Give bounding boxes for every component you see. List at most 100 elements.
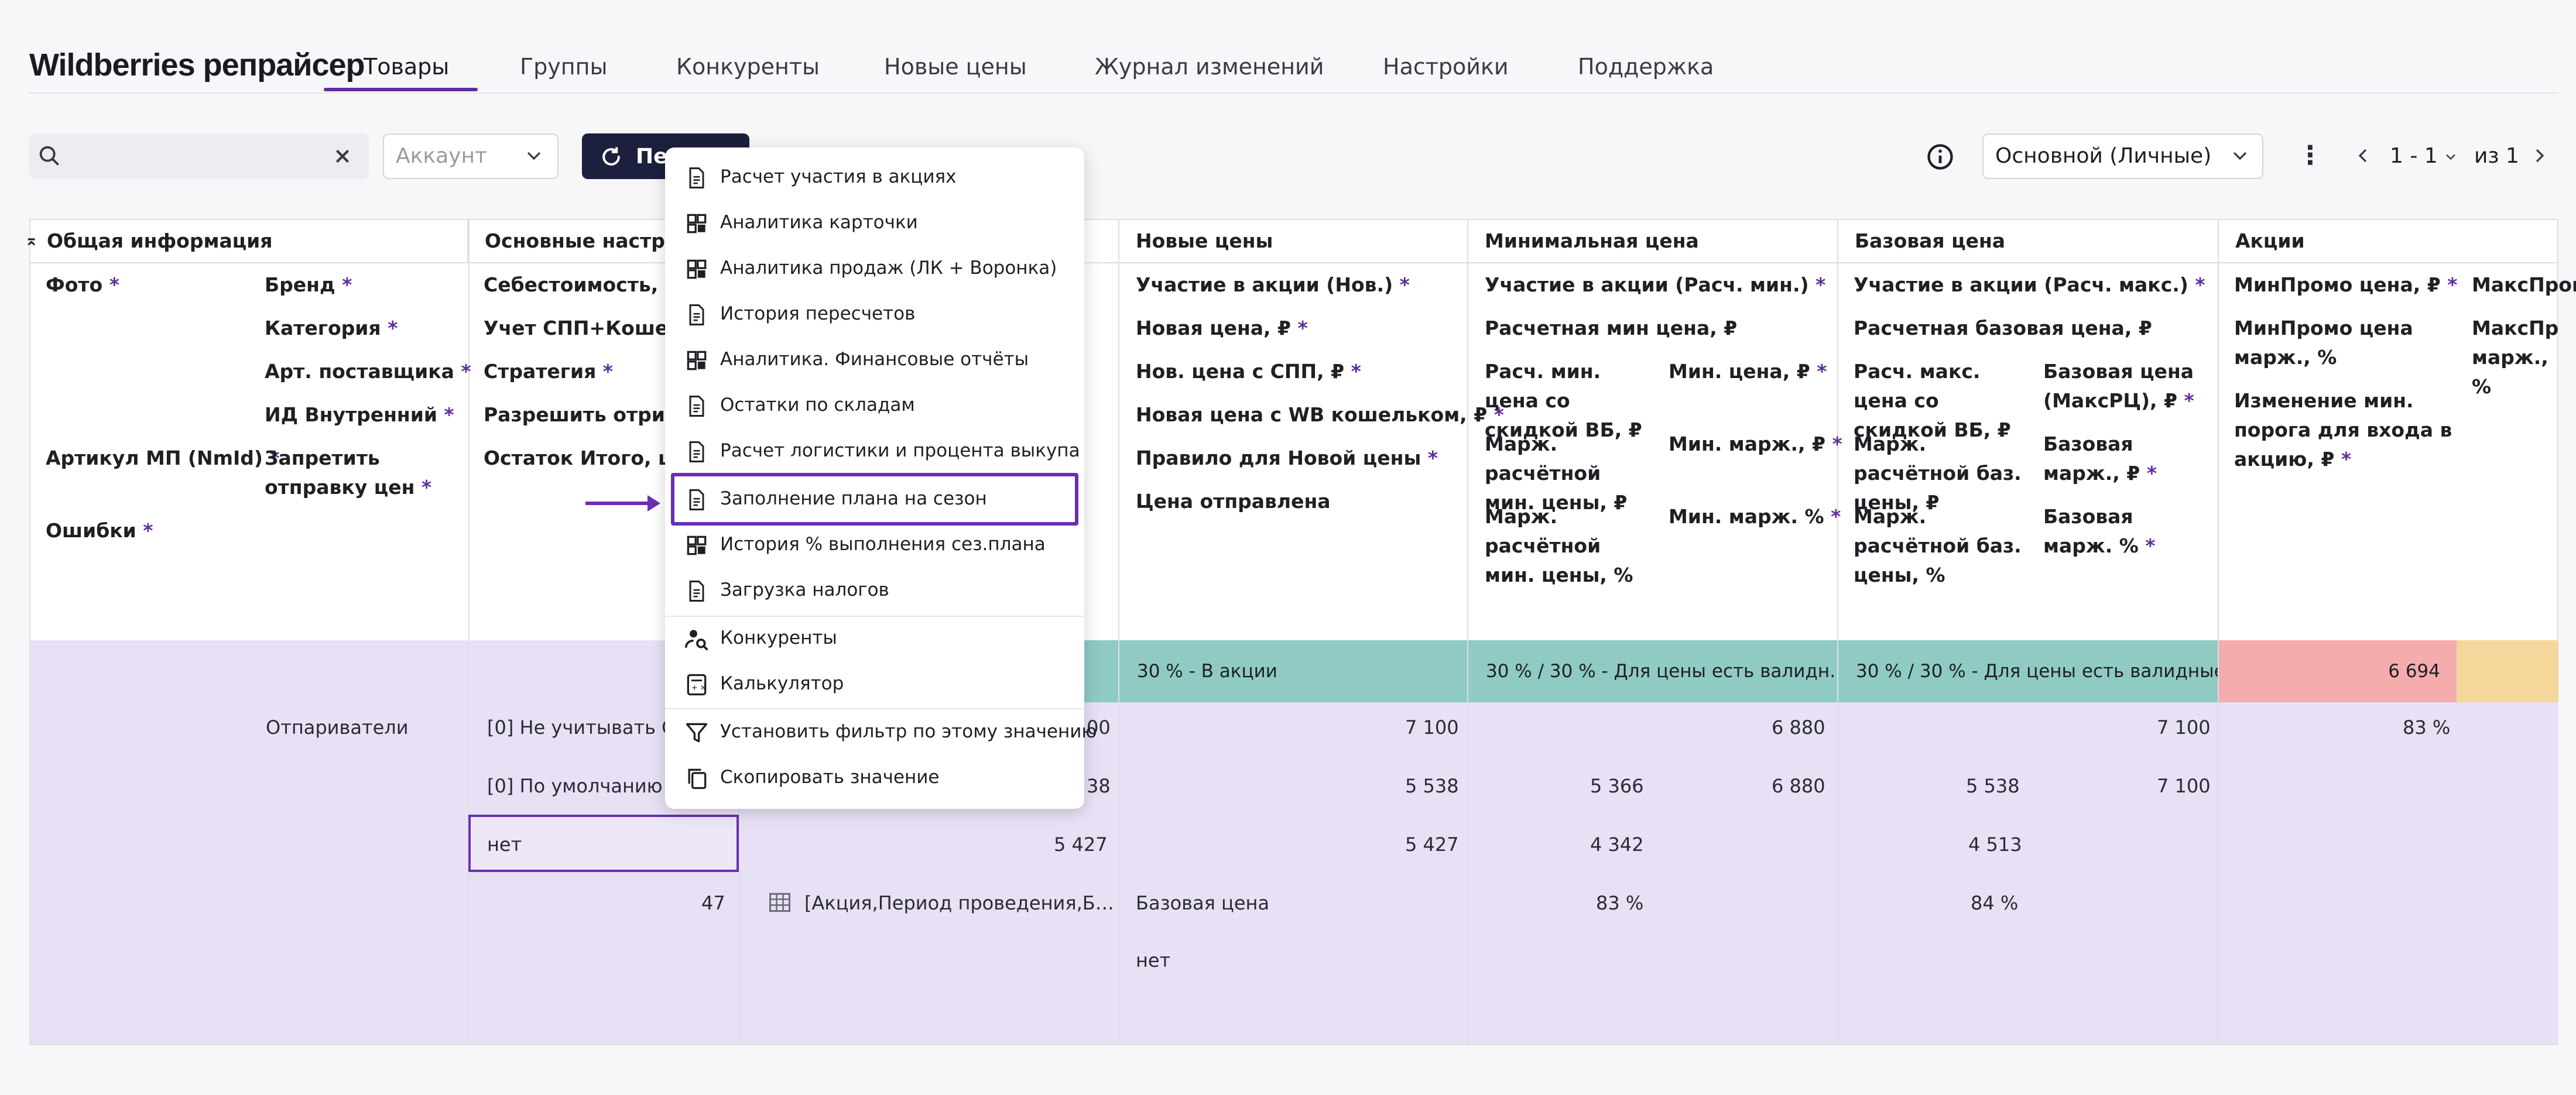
header-internal-id: ИД Внутренний * bbox=[265, 403, 454, 426]
clear-icon[interactable] bbox=[329, 143, 356, 170]
col-divider bbox=[468, 219, 470, 1045]
page-range[interactable]: 1 - 1 bbox=[2390, 144, 2438, 168]
menu-item-warehouse-stock[interactable]: Остатки по складам bbox=[684, 383, 1082, 428]
menu-item-competitors[interactable]: Конкуренты bbox=[684, 616, 1082, 661]
account-select[interactable] bbox=[383, 133, 559, 179]
header-min-margin-pct: Мин. марж. % * bbox=[1669, 505, 1841, 528]
more-options-icon[interactable]: ⋮ bbox=[2297, 140, 2323, 170]
cell-promo-link[interactable]: [Акция,Период проведения,Б… bbox=[804, 892, 1114, 914]
menu-item-season-plan[interactable]: Заполнение плана на сезон bbox=[684, 476, 1082, 522]
menu-item-card-analytics[interactable]: Аналитика карточки bbox=[684, 200, 1082, 246]
col-divider bbox=[2218, 219, 2219, 1045]
info-icon[interactable] bbox=[1925, 142, 1955, 172]
menu-item-recalc-history[interactable]: История пересчетов bbox=[684, 291, 1082, 337]
search-input[interactable] bbox=[29, 133, 369, 179]
document-icon bbox=[689, 441, 704, 462]
cell-calc-max-discount[interactable]: 5 538 bbox=[1966, 775, 2020, 797]
cell-margin-base-pct[interactable]: 84 % bbox=[1971, 892, 2019, 914]
menu-item-set-filter[interactable]: Установить фильтр по этому значению bbox=[684, 709, 1097, 755]
menu-item-promo-calc[interactable]: Расчет участия в акциях bbox=[684, 155, 1082, 200]
cell-margin-calc-pct[interactable]: 83 % bbox=[1596, 892, 1644, 914]
header-calc-base: Расчетная базовая цена, ₽ bbox=[1854, 317, 2152, 339]
cell-base-max[interactable]: 7 100 bbox=[2157, 775, 2211, 797]
document-icon bbox=[689, 396, 704, 417]
cell-min-price[interactable]: 6 880 bbox=[1772, 716, 1825, 739]
tab-products[interactable]: Товары bbox=[364, 54, 450, 80]
minpromo-cell[interactable]: 6 694 bbox=[2219, 640, 2457, 702]
menu-item-calculator[interactable]: + × Калькулятор bbox=[684, 661, 1082, 707]
table-row[interactable] bbox=[30, 640, 2558, 1044]
cell-brand[interactable]: Отпариватели bbox=[266, 716, 409, 739]
tab-support[interactable]: Поддержка bbox=[1578, 54, 1714, 80]
chevron-down-icon[interactable] bbox=[2443, 149, 2459, 165]
base-status-cell[interactable]: 30 % / 30 % - Для цены есть валидные… bbox=[1838, 640, 2219, 702]
chevron-left-icon[interactable] bbox=[2351, 143, 2375, 169]
header-calc-min-discount: Расч. мин. цена со скидкой ВБ, ₽ bbox=[1485, 360, 1642, 441]
cell-margin-base[interactable]: 4 513 bbox=[1968, 833, 2022, 856]
tab-groups[interactable]: Группы bbox=[520, 54, 608, 80]
cell-new-price-spp[interactable]: 5 538 bbox=[1405, 775, 1459, 797]
menu-divider bbox=[665, 708, 1084, 709]
menu-item-logistics-calc[interactable]: Расчет логистики и процента выкупа bbox=[684, 428, 1082, 474]
cell-stock[interactable]: 47 bbox=[701, 892, 725, 914]
dashboard-icon bbox=[687, 351, 707, 370]
cell-calc-min-discount[interactable]: 5 366 bbox=[1590, 775, 1644, 797]
group-general: ⌅ Общая информация bbox=[25, 219, 468, 263]
header-price-sent: Цена отправлена bbox=[1136, 490, 1331, 513]
menu-item-season-plan-history[interactable]: История % выполнения сез.плана bbox=[684, 522, 1082, 568]
header-new-price-wb: Новая цена с WB кошельком, ₽ * bbox=[1136, 403, 1504, 426]
cell-cost-partial[interactable]: 00 bbox=[1087, 716, 1111, 739]
recalc-label: Пе bbox=[636, 145, 668, 169]
cell-strategy[interactable]: [0] По умолчанию bbox=[487, 775, 663, 797]
chevron-down-icon bbox=[2233, 152, 2247, 160]
calculator-icon: + × bbox=[687, 674, 707, 696]
cell-min-price-2[interactable]: 6 880 bbox=[1772, 775, 1825, 797]
header-margin-calc: Марж. расчётной мин. цены, ₽ bbox=[1485, 432, 1628, 514]
tab-competitors[interactable]: Конкуренты bbox=[676, 54, 820, 80]
account-placeholder: Аккаунт bbox=[396, 144, 487, 168]
dashboard-icon bbox=[687, 214, 707, 234]
cell-new-price[interactable]: 7 100 bbox=[1405, 716, 1459, 739]
cell-new-rule[interactable]: Базовая цена bbox=[1136, 892, 1270, 914]
svg-text:+ ×: + × bbox=[691, 684, 707, 692]
header-divider bbox=[29, 262, 2558, 263]
cell-spp-partial[interactable]: 38 bbox=[1087, 775, 1111, 797]
cell-base-price[interactable]: 7 100 bbox=[2157, 716, 2211, 739]
chevron-right-icon[interactable] bbox=[2528, 143, 2551, 169]
col-divider bbox=[1837, 219, 1838, 1045]
cell-margin-calc[interactable]: 4 342 bbox=[1590, 833, 1644, 856]
tab-settings[interactable]: Настройки bbox=[1383, 54, 1509, 80]
tab-new-prices[interactable]: Новые цены bbox=[884, 54, 1027, 80]
menu-item-tax-upload[interactable]: Загрузка налогов bbox=[684, 568, 1082, 613]
copy-icon bbox=[688, 768, 707, 790]
context-menu bbox=[665, 147, 1084, 809]
menu-item-sales-analytics[interactable]: Аналитика продаж (ЛК + Воронка) bbox=[684, 246, 1082, 291]
selected-cell[interactable] bbox=[468, 815, 739, 872]
header-art-supplier: Арт. поставщика * bbox=[265, 360, 471, 383]
cell-allow-neg[interactable]: нет bbox=[487, 833, 522, 856]
header-base-max: Базовая цена (МаксРЦ), ₽ * bbox=[2043, 360, 2194, 412]
menu-item-copy-value[interactable]: Скопировать значение bbox=[684, 755, 1082, 801]
app-title: Wildberries репрайсер bbox=[29, 47, 365, 83]
user-search-icon bbox=[684, 630, 708, 651]
tab-change-log[interactable]: Журнал изменений bbox=[1095, 54, 1324, 80]
dashboard-icon bbox=[687, 259, 707, 279]
profile-select[interactable] bbox=[1982, 133, 2263, 179]
header-maxpromo: МаксПром bbox=[2472, 273, 2576, 296]
header-article-mp: Артикул МП (NmId) * bbox=[46, 447, 280, 469]
menu-item-finance-reports[interactable]: Аналитика. Финансовые отчёты bbox=[684, 337, 1082, 383]
header-new-participation: Участие в акции (Нов.) * bbox=[1136, 273, 1410, 296]
cell-minpromo-margin[interactable]: 83 % bbox=[2403, 716, 2451, 739]
cell-price-sent[interactable]: нет bbox=[1136, 949, 1171, 972]
collapse-icon[interactable]: ⌅ bbox=[25, 230, 39, 249]
header-calc-max-discount: Расч. макс. цена со скидкой ВБ, ₽ bbox=[1854, 360, 2011, 441]
cell-mid-5427[interactable]: 5 427 bbox=[1054, 833, 1108, 856]
new-status-cell[interactable]: 30 % - В акции bbox=[1119, 640, 1468, 702]
cell-new-price-wb[interactable]: 5 427 bbox=[1405, 833, 1459, 856]
col-divider bbox=[1118, 219, 1119, 1045]
table-icon[interactable] bbox=[767, 890, 793, 915]
arrow-right-icon bbox=[585, 495, 660, 512]
maxpromo-cell[interactable] bbox=[2457, 640, 2558, 702]
min-status-cell[interactable]: 30 % / 30 % - Для цены есть валидн… bbox=[1468, 640, 1838, 702]
document-icon bbox=[689, 489, 704, 510]
